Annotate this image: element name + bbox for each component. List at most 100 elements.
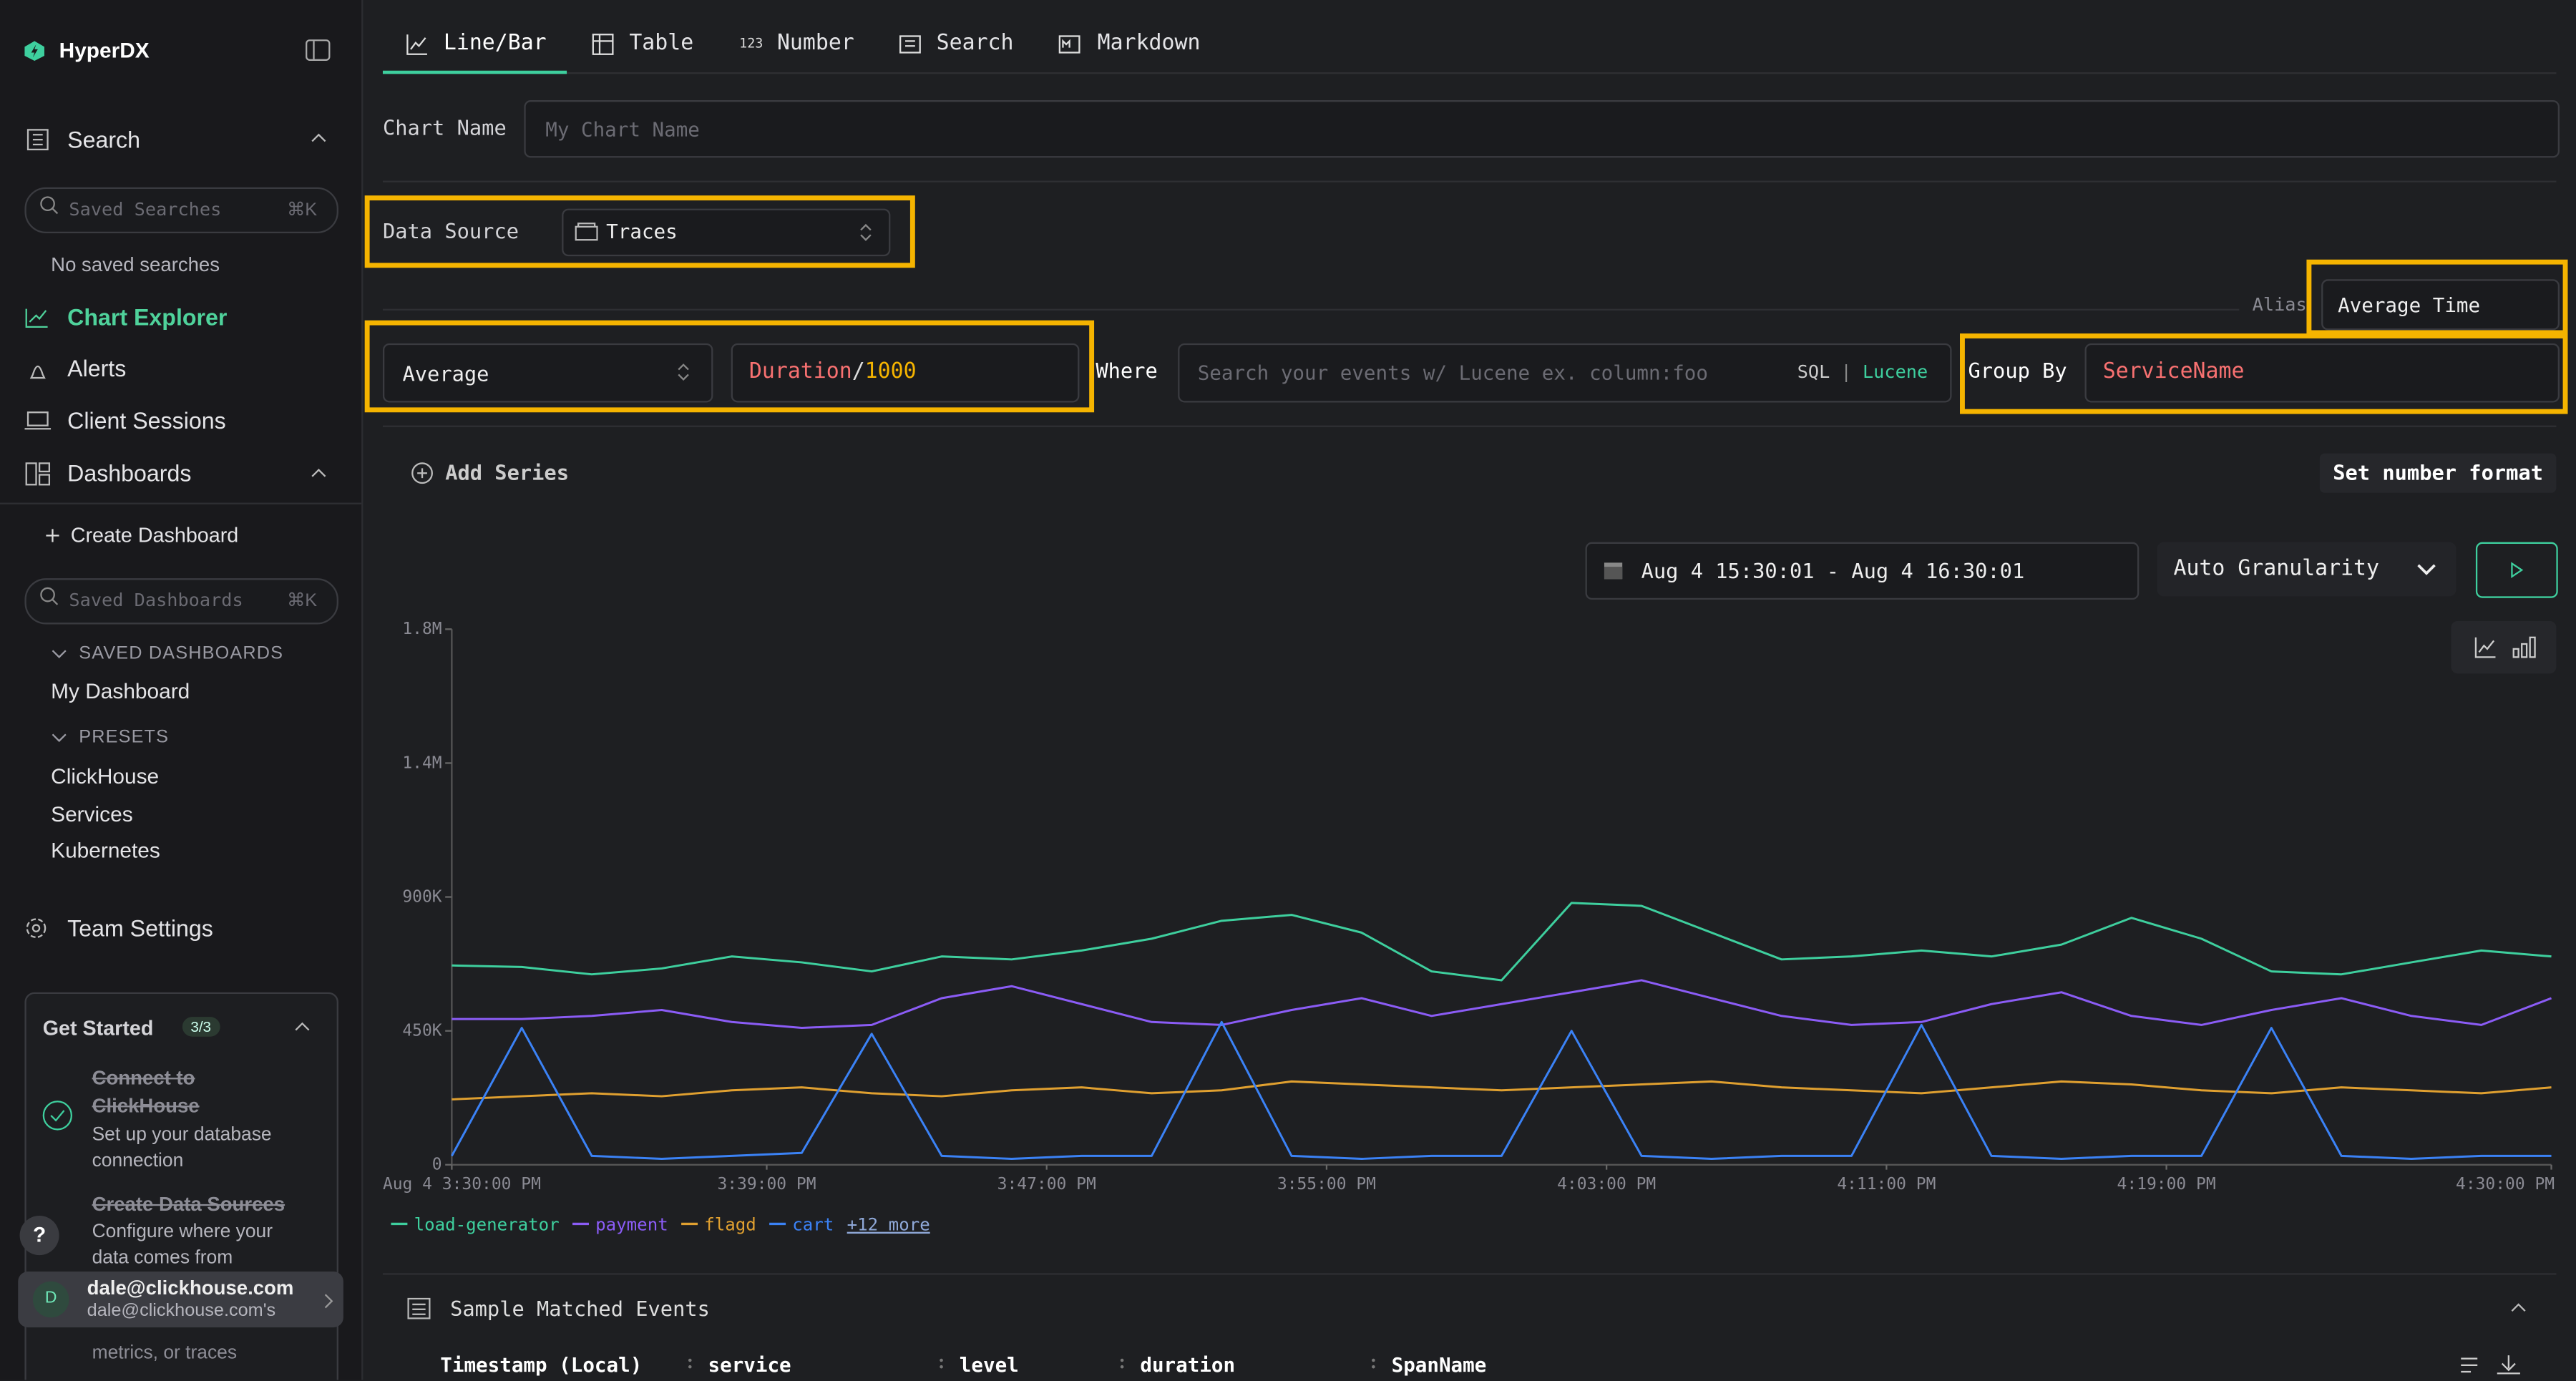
chevron (324, 1294, 333, 1309)
nav-search[interactable]: Search (67, 126, 140, 153)
highlight (364, 195, 915, 268)
column-dividers (688, 1358, 1375, 1369)
group-by-input[interactable]: ServiceName (2084, 343, 2560, 403)
nav-dashboards[interactable]: Dashboards (67, 459, 192, 487)
x-tick-label: 3:47:00 PM (997, 1175, 1096, 1194)
step-title: Connect to ClickHouse (92, 1066, 200, 1118)
number-format-button[interactable]: Set number format (2319, 453, 2557, 493)
saved-dashboards-input[interactable]: Saved Dashboards ⌘K (24, 578, 338, 625)
alias-input[interactable]: Average Time (2321, 279, 2560, 331)
search-icon (26, 129, 49, 151)
source-icon (575, 223, 598, 241)
saved-searches-input[interactable]: Saved Searches ⌘K (24, 187, 338, 234)
nav-icons (24, 308, 52, 486)
section-heading: SAVED DASHBOARDS (79, 643, 284, 664)
no-saved: No saved searches (51, 253, 220, 276)
chevron[interactable] (311, 133, 327, 143)
add-series[interactable]: Add Series (445, 459, 569, 485)
help-button[interactable]: ? (19, 1215, 59, 1256)
divider (382, 1273, 2557, 1275)
legend-more[interactable]: +12 more (847, 1215, 930, 1235)
expression-input[interactable]: Duration/1000 (731, 343, 1080, 403)
label: Data Source (382, 218, 519, 243)
collapse-sidebar[interactable] (306, 39, 331, 61)
events-icon (407, 1297, 431, 1319)
run-button[interactable] (2475, 542, 2558, 598)
chevron[interactable] (2510, 1303, 2527, 1313)
column-header: level (959, 1353, 1019, 1377)
legend-label: load-generator (414, 1215, 560, 1235)
tab-markdown[interactable]: Markdown (1097, 31, 1201, 57)
where-input[interactable]: Search your events w/ Lucene ex. column:… (1178, 343, 1952, 403)
legend-label: cart (792, 1215, 834, 1235)
x-tick-label: 4:11:00 PM (1837, 1175, 1936, 1194)
group-by-label: Group By (1968, 358, 2067, 383)
divider (382, 180, 2557, 182)
number-icon: 123 (739, 36, 763, 52)
x-tick-label: 4:03:00 PM (1557, 1175, 1656, 1194)
create-dashboard[interactable]: Create Dashboard (70, 524, 239, 547)
dropdown-arrow (2417, 564, 2436, 575)
legend-label: flagd (704, 1215, 756, 1235)
step-desc: metrics, or traces (92, 1344, 238, 1364)
nav-alerts[interactable]: Alerts (67, 354, 127, 381)
progress-badge: 3/3 (182, 1017, 220, 1037)
highlight (1960, 333, 2568, 414)
where-label: Where (1096, 358, 1158, 383)
chevrons (52, 650, 67, 743)
y-tick-label: 1.8M (402, 620, 441, 638)
preset-link[interactable]: Kubernetes (51, 837, 160, 863)
tab-line-bar[interactable]: Line/Bar (443, 31, 547, 57)
expr-operator: / (852, 359, 865, 385)
alias-value: Average Time (2338, 293, 2481, 318)
tab-table[interactable]: Table (629, 31, 694, 57)
step-desc: Set up your database connection (92, 1125, 272, 1171)
language-toggle[interactable]: SQL | Lucene (1797, 361, 1928, 383)
chart: 0 450K 900K 1.4M 1.8M Aug 4 3:30:00 PM 3:39:00… (383, 620, 2555, 1235)
data-source-select[interactable]: Traces (562, 208, 891, 257)
group-by-value: ServiceName (2102, 359, 2245, 385)
check-icon (42, 1101, 73, 1131)
chevron[interactable] (294, 1022, 311, 1032)
series-line (452, 902, 2552, 982)
tab-border (382, 72, 2557, 74)
preset-link[interactable]: Services (51, 801, 133, 826)
tab-indicator (382, 70, 567, 74)
shortcut: ⌘K (286, 591, 318, 612)
x-tick-label: 3:39:00 PM (717, 1175, 816, 1194)
sql[interactable]: SQL (1797, 361, 1830, 383)
divider (382, 308, 2240, 311)
table-actions[interactable] (2459, 1354, 2525, 1377)
date-range: Aug 4 15:30:01 - Aug 4 16:30:01 (1641, 558, 2025, 584)
granularity: Auto Granularity (2173, 557, 2380, 582)
team-settings[interactable]: Team Settings (67, 914, 213, 942)
calendar-icon (1604, 562, 1623, 580)
step-title: Create Data Sources (92, 1192, 286, 1216)
date-range-input[interactable]: Aug 4 15:30:01 - Aug 4 16:30:01 (1585, 542, 2140, 600)
display-toggle[interactable] (2451, 620, 2557, 674)
add-icon (411, 462, 433, 484)
placeholder: Saved Dashboards (69, 590, 243, 612)
sidebar: HyperDX Search Saved Searches ⌘K No save… (0, 0, 364, 1380)
tab-number[interactable]: Number (776, 31, 854, 57)
aggregation-select[interactable]: Average (382, 343, 713, 403)
chevron[interactable] (311, 468, 327, 478)
user-email: dale@clickhouse.com (87, 1276, 294, 1300)
y-tick-label: 450K (402, 1022, 441, 1040)
dashboard-link[interactable]: My Dashboard (51, 678, 190, 703)
nav-chart-explorer[interactable]: Chart Explorer (67, 303, 228, 331)
x-tick-label: 4:30:00 PM (2456, 1175, 2555, 1194)
lucene[interactable]: Lucene (1862, 361, 1928, 383)
preset-link[interactable]: ClickHouse (51, 763, 160, 789)
highlight (2306, 259, 2568, 336)
chart-name-input[interactable]: My Chart Name (524, 100, 2560, 158)
column-header: duration (1140, 1353, 1236, 1377)
nav-client-sessions[interactable]: Client Sessions (67, 407, 226, 434)
granularity-select[interactable]: Auto Granularity (2157, 542, 2457, 597)
tab-search[interactable]: Search (936, 31, 1014, 57)
series-line (452, 1080, 2552, 1101)
events-title: Sample Matched Events (450, 1296, 710, 1321)
user-menu[interactable]: D dale@clickhouse.com dale@clickhouse.co… (18, 1272, 343, 1328)
